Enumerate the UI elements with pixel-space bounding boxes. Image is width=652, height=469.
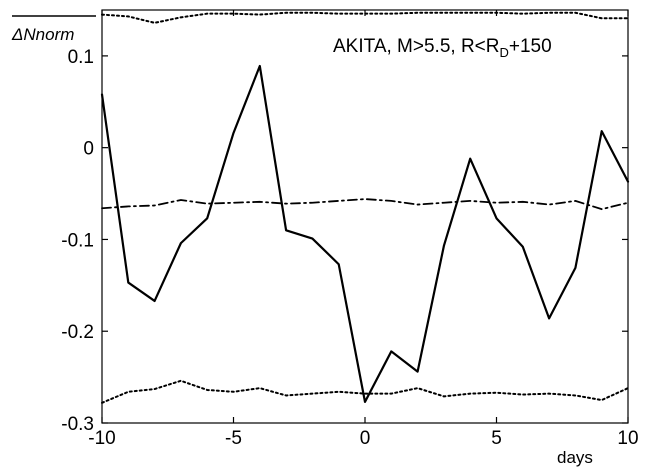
y-tick-label: 0.1: [68, 47, 94, 68]
annotation-prefix: AKITA, M>5.5, R<R: [333, 36, 499, 57]
annotation-subscript: D: [499, 45, 508, 60]
y-tick-label: -0.3: [61, 414, 94, 435]
plot-area: -10 -5 0 5 10 0.1 0 -0.1 -0.2 -0.3: [61, 9, 639, 449]
annotation-suffix: +150: [509, 36, 552, 57]
x-tick-label: 10: [617, 428, 638, 449]
y-tick-label: -0.1: [61, 230, 94, 251]
x-tick-label: -10: [88, 428, 115, 449]
y-tick-label: -0.2: [61, 322, 94, 343]
series-line-dotted-2: [101, 11, 629, 24]
series-line-solid-0: [100, 64, 630, 403]
x-tick-label: 0: [360, 428, 371, 449]
y-axis-label: ΔNnorm: [11, 25, 74, 44]
y-axis-label-text: Nnorm: [23, 25, 74, 44]
y-tick-label: 0: [83, 139, 94, 160]
y-axis-label-symbol: Δ: [11, 25, 23, 44]
plot-frame: [101, 9, 629, 424]
x-tick-label: -5: [225, 428, 242, 449]
chart-annotation: AKITA, M>5.5, R<RD+150: [333, 36, 552, 60]
series-line-dashdot-1: [101, 198, 629, 211]
x-tick-label: 5: [491, 428, 502, 449]
series-line-dotted-3: [101, 379, 629, 404]
x-axis-label: days: [557, 448, 593, 467]
